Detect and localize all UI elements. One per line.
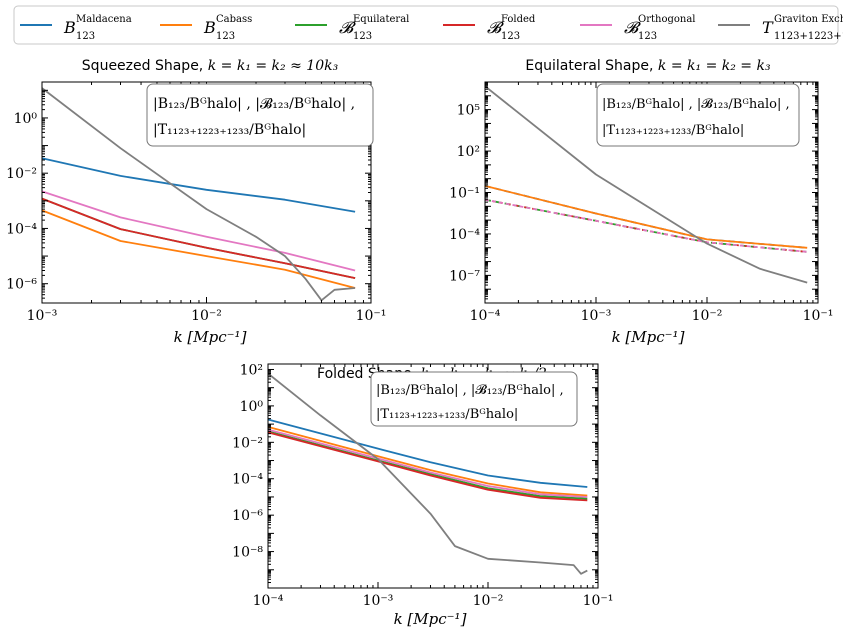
equilateral-xtick-label: 10⁻² [692,308,723,324]
legend-label-sup: Orthogonal [638,14,695,25]
folded-ytick-label: 10⁰ [240,399,264,415]
svg-text:Equilateral Shape, k = k₁ = k₂: Equilateral Shape, k = k₁ = k₂ = k₃ [525,58,771,74]
legend-label-sup: Folded [501,14,536,25]
legend-label-sup: Maldacena [76,14,132,25]
equilateral-annotation: |B₁₂₃/Bᴳhalo| , |𝓑₁₂₃/Bᴳhalo| , |T₁₁₂₃₊₁… [596,83,800,147]
equilateral-xtick-label: 10⁻¹ [803,308,834,324]
squeezed-ytick-label: 10⁻² [6,166,37,182]
legend-label-base: B [63,18,76,37]
equilateral-series-orthogonal [484,198,808,253]
folded-series-folded [267,431,588,502]
legend-frame [13,5,839,45]
squeezed-xtick-label: 10⁻¹ [356,308,387,324]
equilateral-xtick-label: 10⁻³ [581,308,612,324]
annotation-line-2: |T₁₁₂₃₊₁₂₂₃₊₁₂₃₃/Bᴳhalo| [602,123,744,138]
equilateral-series-maldacena [484,185,808,249]
equilateral-ytick-label: 10⁻⁷ [449,268,480,284]
folded-series-cabass [267,426,588,497]
legend-item-folded: 𝓑 Folded 123 [443,14,536,42]
squeezed-xlabel: k [Mpc⁻¹] [174,328,247,346]
legend-label-base: T [762,18,774,37]
folded-series-maldacena [267,418,588,488]
squeezed-ytick-label: 10⁰ [14,111,38,127]
squeezed-series-graviton [41,87,356,302]
squeezed-series-cabass [41,209,356,289]
squeezed-ytick-label: 10⁻⁴ [6,221,37,237]
squeezed-xtick-label: 10⁻³ [27,308,58,324]
folded-series-graviton [267,372,588,575]
annotation-line-1: |B₁₂₃/Bᴳhalo| , |𝓑₁₂₃/Bᴳhalo| , [602,97,790,112]
folded-ytick-label: 10⁻² [232,435,263,451]
squeezed-ytick-label: 10⁻⁶ [6,277,37,293]
squeezed-xtick-label: 10⁻² [191,308,222,324]
folded-ytick-label: 10² [240,362,263,378]
folded-ytick-label: 10⁻⁶ [232,508,263,524]
squeezed-series-folded [41,197,356,279]
legend-item-orthogonal: 𝓑 Orthogonal 123 [580,14,695,42]
legend-item-equilateral: 𝓑 Equilateral 123 [295,14,409,42]
squeezed-annotation: |B₁₂₃/Bᴳhalo| , |𝓑₁₂₃/Bᴳhalo| , |T₁₁₂₃₊₁… [146,83,374,147]
annotation-line-2: |T₁₁₂₃₊₁₂₂₃₊₁₂₃₃/Bᴳhalo| [153,122,306,138]
annotation-line-1: |B₁₂₃/Bᴳhalo| , |𝓑₁₂₃/Bᴳhalo| , [376,383,564,398]
folded-ytick-label: 10⁻⁴ [232,472,263,488]
squeezed-plot: 10⁻³ 10⁻² 10⁻¹ 10⁻⁶ 10⁻⁴ 10⁻² 10⁰ [6,81,387,324]
folded-xtick-label: 10⁻³ [363,593,394,609]
legend-label-base: 𝓑 [487,18,504,37]
folded-xtick-label: 10⁻¹ [583,593,614,609]
squeezed-series-maldacena [41,157,356,213]
legend-label-sub: 123 [353,31,372,42]
legend-label-sup: Graviton Exchange [774,14,843,25]
panel-folded: Folded Shape, k = k₁ = k₂ ≈ k₃/2 10⁻⁴10⁻… [232,362,613,628]
panel-squeezed: Squeezed Shape, k = k₁ = k₂ ≈ 10k₃ 10⁻³ 1… [6,58,386,346]
squeezed-series-orthogonal [41,190,356,272]
equilateral-ytick-label: 10⁻⁴ [449,227,480,243]
legend-label-sup: Equilateral [353,14,409,25]
equilateral-series-cabass [484,185,808,249]
panel-equilateral: Equilateral Shape, k = k₁ = k₂ = k₃ 10⁻⁴… [449,58,833,346]
equilateral-series-graviton [484,85,808,284]
legend-label-sup: Cabass [216,14,252,25]
legend-item-cabass: B Cabass 123 [160,14,252,42]
svg-text:Squeezed Shape, k = k₁ = k₂ ≈: Squeezed Shape, k = k₁ = k₂ ≈ 10k₃ [82,58,339,74]
folded-xlabel: k [Mpc⁻¹] [394,610,467,628]
equilateral-title-math: k = k₁ = k₂ = k₃ [658,58,771,74]
folded-xtick-label: 10⁻⁴ [253,593,284,609]
equilateral-ytick-label: 10² [457,144,480,160]
equilateral-ytick-label: 10⁻¹ [449,186,480,202]
equilateral-xlabel: k [Mpc⁻¹] [612,328,685,346]
legend-label-sub: 123 [638,31,657,42]
folded-xtick-label: 10⁻² [473,593,504,609]
legend-label-sub: 1123+1223+1233 [774,31,843,42]
equilateral-title-text: Equilateral Shape, [525,58,657,74]
legend-label-base: 𝓑 [624,18,641,37]
folded-series-orthogonal [267,428,588,498]
equilateral-ytick-label: 10⁵ [457,103,481,119]
squeezed-series-equilateral [41,197,356,279]
annotation-line-2: |T₁₁₂₃₊₁₂₂₃₊₁₂₃₃/Bᴳhalo| [376,407,518,422]
squeezed-title-text: Squeezed Shape, [82,58,208,74]
equilateral-xtick-label: 10⁻⁴ [470,308,501,324]
folded-plot: 10⁻⁴ 10⁻³ 10⁻² 10⁻¹ 10⁻⁸ 10⁻⁶ 10⁻⁴ 10⁻² 10⁰ 10² [232,362,613,609]
legend-item-maldacena: B Maldacena 123 [20,14,132,42]
legend-label-sub: 123 [501,31,520,42]
legend-label-base: 𝓑 [339,18,356,37]
folded-annotation: |B₁₂₃/Bᴳhalo| , |𝓑₁₂₃/Bᴳhalo| , |T₁₁₂₃₊₁… [370,371,578,427]
legend-label-base: B [203,18,216,37]
annotation-line-1: |B₁₂₃/Bᴳhalo| , |𝓑₁₂₃/Bᴳhalo| , [153,96,355,112]
legend-label-sub: 123 [216,31,235,42]
folded-axes-frame [267,363,599,589]
squeezed-title-math: k = k₁ = k₂ ≈ 10k₃ [208,58,339,74]
legend-label-sub: 123 [76,31,95,42]
folded-ytick-label: 10⁻⁸ [232,545,263,561]
